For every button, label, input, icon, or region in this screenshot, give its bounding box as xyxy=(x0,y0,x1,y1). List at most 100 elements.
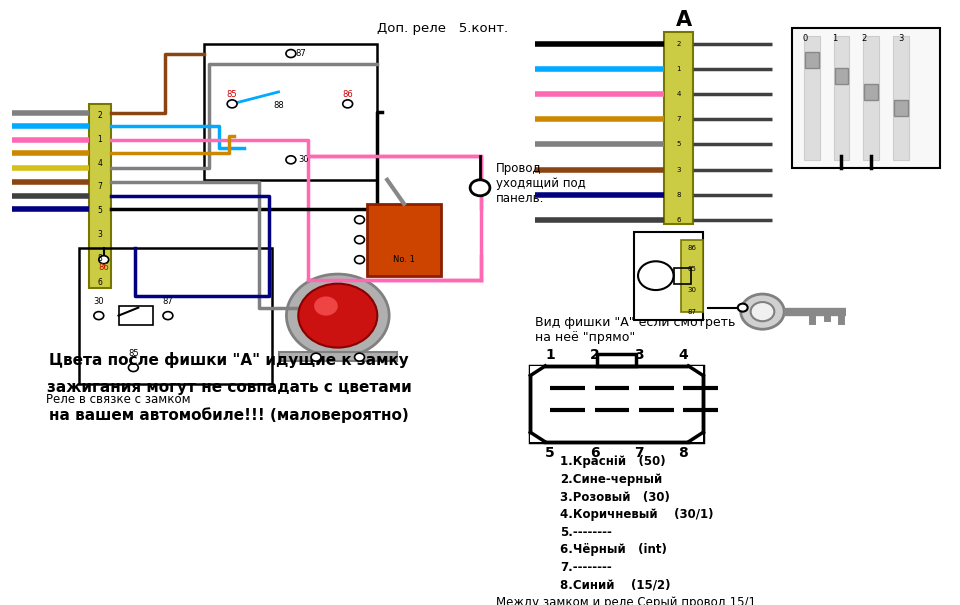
Text: Провод
уходящий под
панель.: Провод уходящий под панель. xyxy=(495,162,586,205)
Text: 5: 5 xyxy=(677,142,681,148)
Text: 3: 3 xyxy=(97,231,102,240)
Text: 6: 6 xyxy=(676,217,681,223)
Text: 85: 85 xyxy=(227,90,237,99)
Circle shape xyxy=(228,100,237,108)
Text: на вашем автомобиле!!! (маловероятно): на вашем автомобиле!!! (маловероятно) xyxy=(49,408,409,424)
Bar xyxy=(834,68,849,84)
Text: 4: 4 xyxy=(677,91,681,97)
Bar xyxy=(596,354,636,366)
Bar xyxy=(278,352,397,361)
Circle shape xyxy=(286,156,296,164)
Text: Доп. реле   5.конт.: Доп. реле 5.конт. xyxy=(377,22,509,35)
Text: 0: 0 xyxy=(803,34,807,44)
Bar xyxy=(894,100,907,116)
Text: зажигания могут не совпадать с цветами: зажигания могут не совпадать с цветами xyxy=(47,379,412,394)
Circle shape xyxy=(299,284,377,348)
Text: 6: 6 xyxy=(589,446,599,460)
Circle shape xyxy=(99,256,108,264)
Text: 8.Синий    (15/2): 8.Синий (15/2) xyxy=(560,578,670,592)
Circle shape xyxy=(354,236,365,244)
Bar xyxy=(682,240,704,312)
Text: 7: 7 xyxy=(676,116,681,122)
Text: Между замком и реле Серый провод 15/1: Между замком и реле Серый провод 15/1 xyxy=(495,596,756,605)
Bar xyxy=(674,267,691,284)
Bar xyxy=(863,36,879,160)
Text: 5: 5 xyxy=(97,206,102,215)
Bar xyxy=(833,36,850,160)
Text: 2: 2 xyxy=(861,34,867,44)
Bar xyxy=(530,433,545,442)
Bar xyxy=(89,104,110,287)
Text: 4.Коричневый    (30/1): 4.Коричневый (30/1) xyxy=(560,508,713,521)
Text: 4: 4 xyxy=(679,348,688,362)
Text: 2: 2 xyxy=(97,111,102,120)
Text: 30: 30 xyxy=(93,298,104,307)
Text: 1: 1 xyxy=(97,134,102,143)
Text: 8: 8 xyxy=(679,446,688,460)
Bar xyxy=(308,156,481,280)
Text: 8: 8 xyxy=(676,192,681,198)
Text: Реле в связке с замком: Реле в связке с замком xyxy=(46,393,191,406)
Bar xyxy=(635,232,704,319)
Text: 87: 87 xyxy=(688,309,697,315)
Bar xyxy=(368,204,442,276)
Circle shape xyxy=(286,274,389,357)
Circle shape xyxy=(354,353,365,361)
Text: 86: 86 xyxy=(688,244,697,250)
Bar xyxy=(118,306,153,325)
Text: 86: 86 xyxy=(343,90,353,99)
Text: 2.Сине-черный: 2.Сине-черный xyxy=(560,473,662,486)
Text: 5.--------: 5.-------- xyxy=(560,526,612,539)
Bar xyxy=(804,52,819,68)
Text: 1: 1 xyxy=(832,34,837,44)
Text: 85: 85 xyxy=(128,348,138,358)
Text: Вид фишки "А" если смотреть
на неё "прямо": Вид фишки "А" если смотреть на неё "прям… xyxy=(536,316,735,344)
Bar xyxy=(893,36,909,160)
Text: 4: 4 xyxy=(97,159,102,168)
Text: 1: 1 xyxy=(545,348,555,362)
Text: 3: 3 xyxy=(635,348,644,362)
Circle shape xyxy=(738,304,748,312)
Text: 3: 3 xyxy=(898,34,903,44)
Text: А: А xyxy=(676,10,691,30)
Text: 85: 85 xyxy=(688,266,697,272)
Text: 6.Чёрный   (int): 6.Чёрный (int) xyxy=(560,543,667,557)
Text: 88: 88 xyxy=(274,101,284,110)
Text: 1: 1 xyxy=(676,66,681,72)
Bar xyxy=(204,44,377,180)
Text: 3: 3 xyxy=(676,166,681,172)
Text: 30: 30 xyxy=(688,287,697,293)
Circle shape xyxy=(638,261,674,290)
Text: Цвета после фишки "А" идущие к замку: Цвета после фишки "А" идущие к замку xyxy=(49,352,409,368)
Circle shape xyxy=(470,180,490,196)
Circle shape xyxy=(129,364,138,371)
Circle shape xyxy=(94,312,104,319)
Circle shape xyxy=(343,100,352,108)
Text: 3.Розовый   (30): 3.Розовый (30) xyxy=(560,491,670,503)
Text: 2: 2 xyxy=(677,41,681,47)
Text: 86: 86 xyxy=(98,263,109,272)
Bar xyxy=(804,36,820,160)
Text: 30: 30 xyxy=(299,155,309,165)
Circle shape xyxy=(751,302,775,321)
Bar xyxy=(79,247,272,384)
Bar xyxy=(864,84,878,100)
Circle shape xyxy=(163,312,173,319)
Bar xyxy=(688,366,704,376)
Text: 2: 2 xyxy=(589,348,599,362)
Circle shape xyxy=(741,294,784,329)
Text: 7.--------: 7.-------- xyxy=(560,561,612,574)
Bar xyxy=(530,366,704,442)
Text: 7: 7 xyxy=(635,446,644,460)
Circle shape xyxy=(311,353,321,361)
Text: 5: 5 xyxy=(545,446,555,460)
Text: 6: 6 xyxy=(97,278,102,287)
Text: 87: 87 xyxy=(162,298,174,307)
Text: 87: 87 xyxy=(296,49,306,58)
Bar xyxy=(792,28,940,168)
Bar xyxy=(663,32,693,224)
Circle shape xyxy=(354,216,365,224)
Text: 8: 8 xyxy=(97,254,102,263)
Bar xyxy=(688,433,704,442)
Bar xyxy=(530,366,545,376)
